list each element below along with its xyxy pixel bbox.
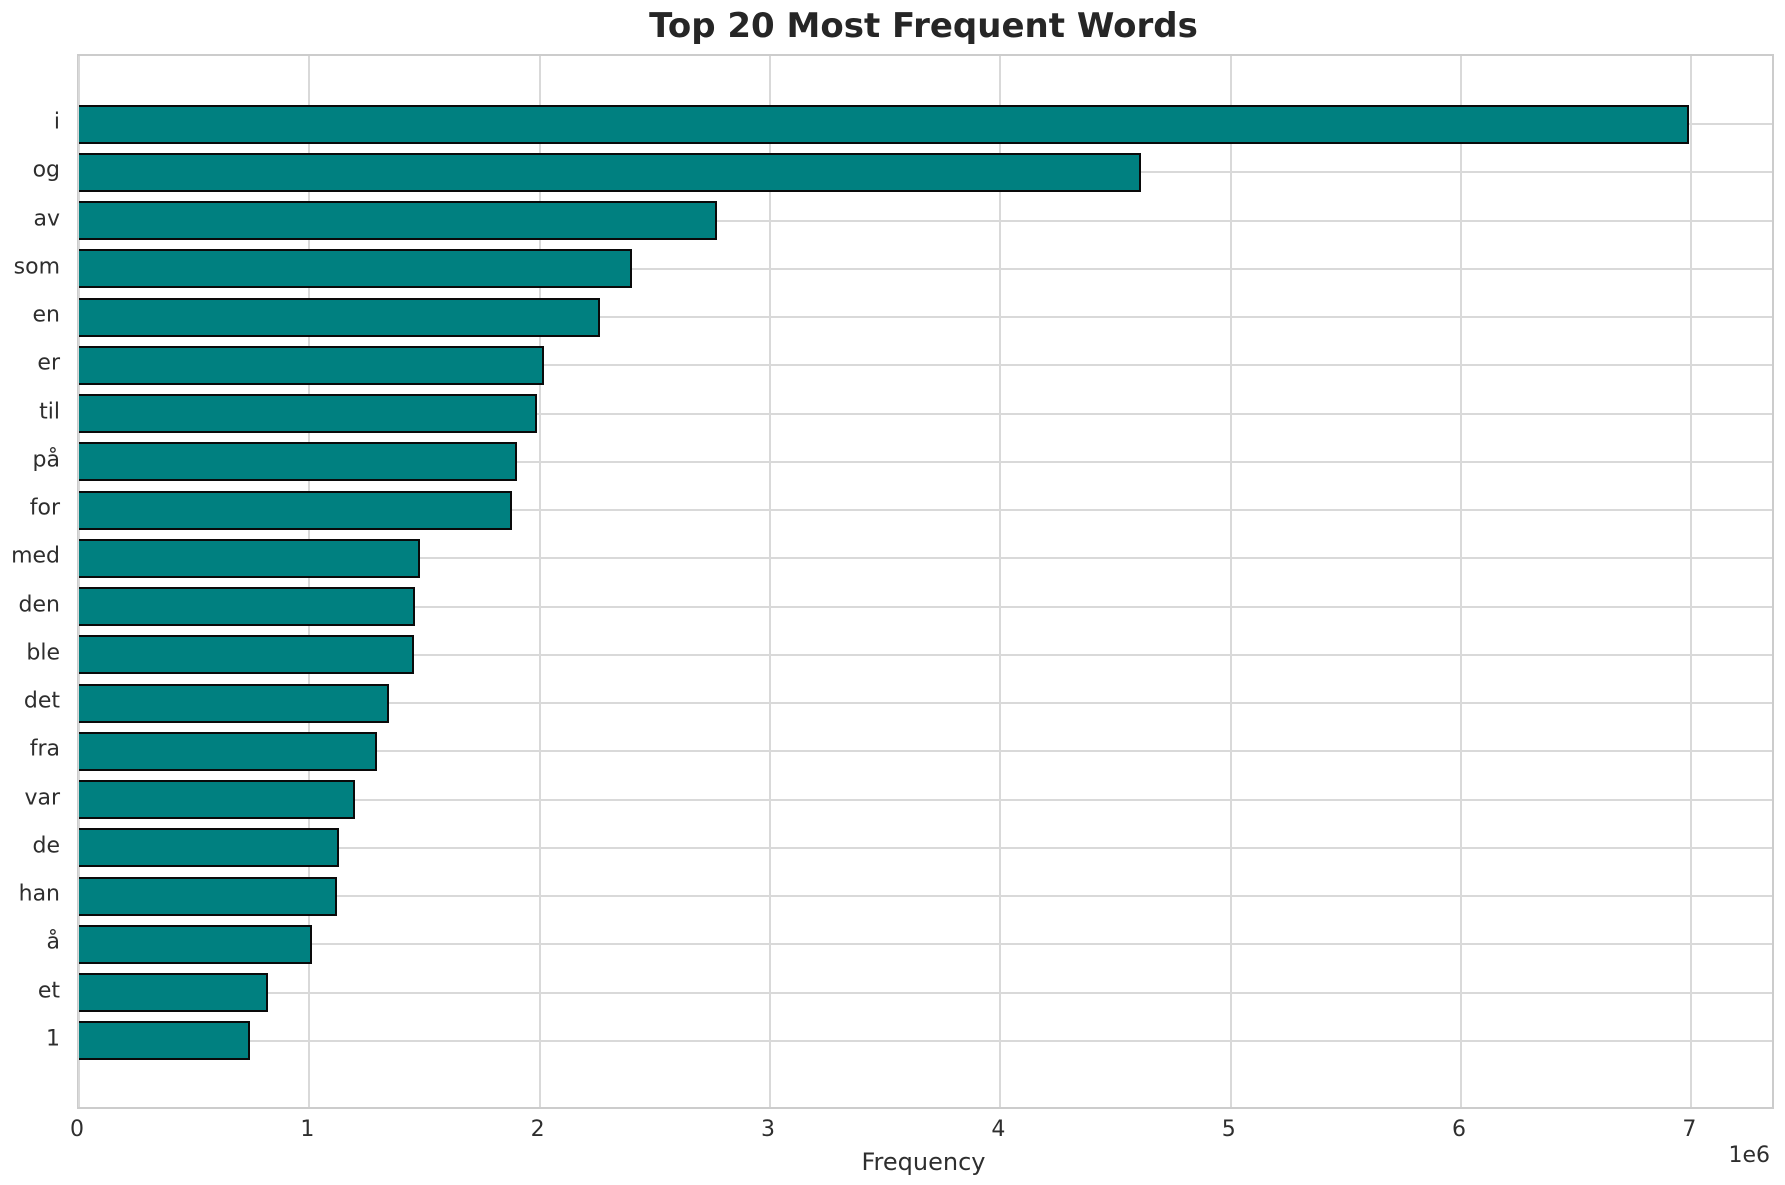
x-tick-label: 5 (1221, 1117, 1236, 1142)
x-tick-label: 4 (991, 1117, 1006, 1142)
y-tick-label: 1 (46, 1026, 60, 1052)
gridline-horizontal (79, 460, 1772, 463)
y-tick-label: var (24, 785, 60, 810)
bar (79, 104, 1690, 144)
gridline-horizontal (79, 750, 1772, 753)
axis-offset-label: 1e6 (1728, 1143, 1770, 1168)
x-tick-label: 0 (70, 1117, 84, 1142)
y-tick-label: og (32, 157, 60, 183)
y-tick-label: et (37, 978, 60, 1003)
gridline-horizontal (79, 798, 1772, 801)
gridline-horizontal (79, 991, 1772, 994)
gridline-vertical (1690, 56, 1693, 1107)
x-tick-label: 2 (530, 1117, 545, 1142)
y-tick-label: han (18, 881, 60, 907)
bar (79, 828, 340, 868)
gridline-vertical (999, 56, 1002, 1107)
bar (79, 973, 268, 1012)
gridline-horizontal (79, 895, 1772, 897)
gridline-horizontal (79, 557, 1772, 560)
bar (79, 731, 378, 771)
chart-title: Top 20 Most Frequent Words (649, 6, 1198, 46)
y-tick-label: å (46, 929, 60, 955)
y-tick-label: den (18, 592, 60, 617)
bar (79, 1021, 250, 1061)
y-tick-label: til (39, 399, 60, 424)
bar (79, 490, 513, 530)
bar (79, 587, 416, 626)
plot-area (77, 54, 1774, 1109)
gridline-horizontal (79, 943, 1772, 946)
y-tick-label: er (37, 350, 60, 376)
bar (79, 442, 517, 482)
y-tick-label: det (23, 688, 60, 714)
gridline-horizontal (79, 412, 1772, 415)
gridline-vertical (1460, 56, 1463, 1107)
bar (79, 683, 389, 723)
gridline-horizontal (79, 653, 1772, 656)
y-tick-label: på (32, 447, 60, 473)
y-tick-label: i (53, 109, 60, 135)
y-tick-label: med (11, 543, 60, 569)
x-tick-label: 7 (1682, 1117, 1697, 1142)
bar (79, 924, 312, 964)
gridline-horizontal (79, 1039, 1772, 1042)
gridline-horizontal (79, 267, 1772, 270)
gridline-vertical (1229, 56, 1232, 1107)
bar (79, 538, 420, 578)
gridline-vertical (308, 56, 311, 1107)
gridline-vertical (538, 56, 541, 1107)
bar (79, 635, 415, 675)
bar (79, 201, 718, 240)
y-tick-label: fra (29, 736, 60, 762)
y-tick-label: ble (26, 640, 60, 666)
y-tick-label: en (32, 302, 60, 328)
gridline-vertical (78, 56, 80, 1107)
x-tick-label: 3 (761, 1117, 776, 1142)
y-tick-label: for (29, 495, 60, 521)
gridline-horizontal (79, 846, 1772, 849)
bar (79, 249, 632, 289)
gridline-horizontal (79, 509, 1772, 511)
x-axis-label: Frequency (861, 1148, 986, 1176)
x-tick-label: 6 (1452, 1117, 1467, 1142)
bar (79, 780, 356, 819)
bar (79, 297, 600, 337)
bar (79, 152, 1141, 192)
bar (79, 876, 337, 916)
y-tick-label: de (32, 833, 61, 859)
gridline-horizontal (79, 364, 1772, 367)
gridline-horizontal (79, 605, 1772, 608)
y-tick-label: av (33, 206, 60, 231)
gridline-horizontal (79, 219, 1772, 222)
bar (79, 345, 545, 385)
gridline-horizontal (79, 702, 1772, 704)
y-tick-label: som (13, 254, 60, 280)
x-tick-label: 1 (300, 1117, 315, 1142)
gridline-vertical (769, 56, 772, 1107)
gridline-horizontal (79, 316, 1772, 318)
bar (79, 394, 538, 433)
